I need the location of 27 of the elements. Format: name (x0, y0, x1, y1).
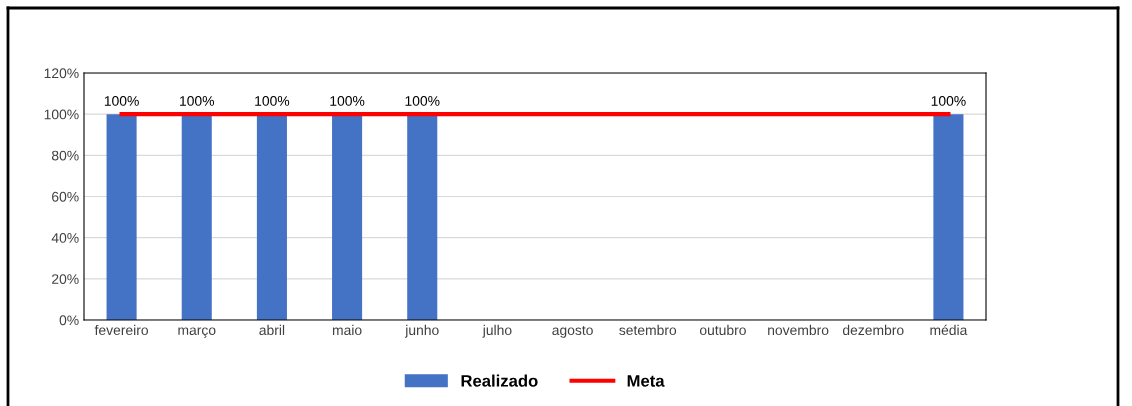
data-label: 100% (931, 96, 966, 106)
data-label: 100% (405, 96, 440, 106)
y-tick-label: 80% (51, 150, 79, 161)
data-label: 100% (330, 96, 365, 106)
x-tick-label: fevereiro (94, 324, 149, 336)
x-tick-label: novembro (768, 324, 829, 336)
x-tick-label: agosto (552, 325, 593, 338)
x-tick-label: setembro (619, 324, 677, 336)
y-tick-label: 0% (59, 315, 79, 326)
data-label: 100% (180, 96, 215, 106)
y-tick-label: 20% (52, 274, 79, 284)
legend-label: Meta (627, 375, 665, 387)
x-tick-label: abril (259, 324, 285, 336)
x-tick-label: julho (482, 324, 512, 338)
x-tick-label: maio (332, 324, 362, 336)
y-tick-label: 40% (51, 233, 79, 243)
y-tick-label: 120% (44, 68, 79, 79)
data-label: 100% (255, 96, 290, 106)
x-tick-label: média (930, 324, 968, 336)
x-tick-label: março (178, 327, 216, 338)
x-tick-label: junho (404, 324, 439, 338)
y-tick-label: 60% (52, 191, 79, 202)
x-tick-label: dezembro (842, 324, 904, 336)
legend-label: Realizado (461, 374, 538, 387)
x-tick-label: outubro (699, 324, 746, 336)
y-tick-label: 100% (44, 109, 79, 120)
data-label: 100% (104, 96, 139, 106)
